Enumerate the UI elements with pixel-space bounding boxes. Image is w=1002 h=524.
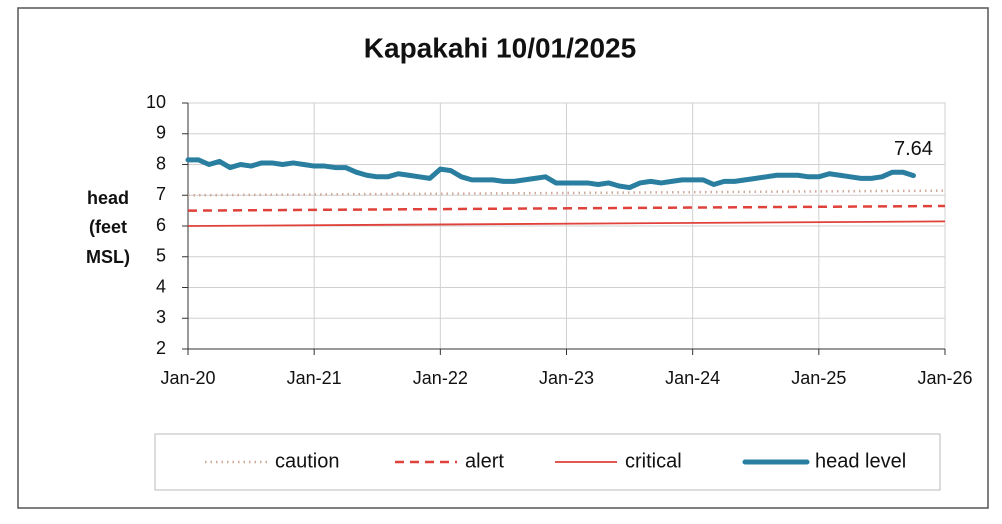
y-axis-label: (feet <box>89 217 127 237</box>
series-line <box>187 204 946 212</box>
x-tick-label: Jan-20 <box>160 368 215 388</box>
y-tick-label: 7 <box>156 184 166 204</box>
legend-label: head level <box>815 450 906 472</box>
y-tick-label: 3 <box>156 307 166 327</box>
chart-title: Kapakahi 10/01/2025 <box>364 32 636 63</box>
x-tick-label: Jan-25 <box>791 368 846 388</box>
x-tick-label: Jan-24 <box>665 368 720 388</box>
x-tick-label: Jan-21 <box>287 368 342 388</box>
x-tick-label: Jan-26 <box>917 368 972 388</box>
legend-label: alert <box>465 450 504 472</box>
series-line <box>185 157 916 191</box>
y-axis-label: head <box>87 188 129 208</box>
y-axis-label: MSL) <box>86 247 130 267</box>
y-tick-label: 10 <box>146 92 166 112</box>
data-label: 7.64 <box>894 138 933 160</box>
legend-label: caution <box>275 450 340 472</box>
y-tick-label: 5 <box>156 246 166 266</box>
y-tick-label: 4 <box>156 276 166 296</box>
x-tick-label: Jan-23 <box>539 368 594 388</box>
x-tick-label: Jan-22 <box>413 368 468 388</box>
y-tick-label: 8 <box>156 153 166 173</box>
y-tick-label: 6 <box>156 215 166 235</box>
legend-label: critical <box>625 450 682 472</box>
y-tick-label: 9 <box>156 123 166 143</box>
y-tick-label: 2 <box>156 338 166 358</box>
series-line <box>187 220 946 227</box>
